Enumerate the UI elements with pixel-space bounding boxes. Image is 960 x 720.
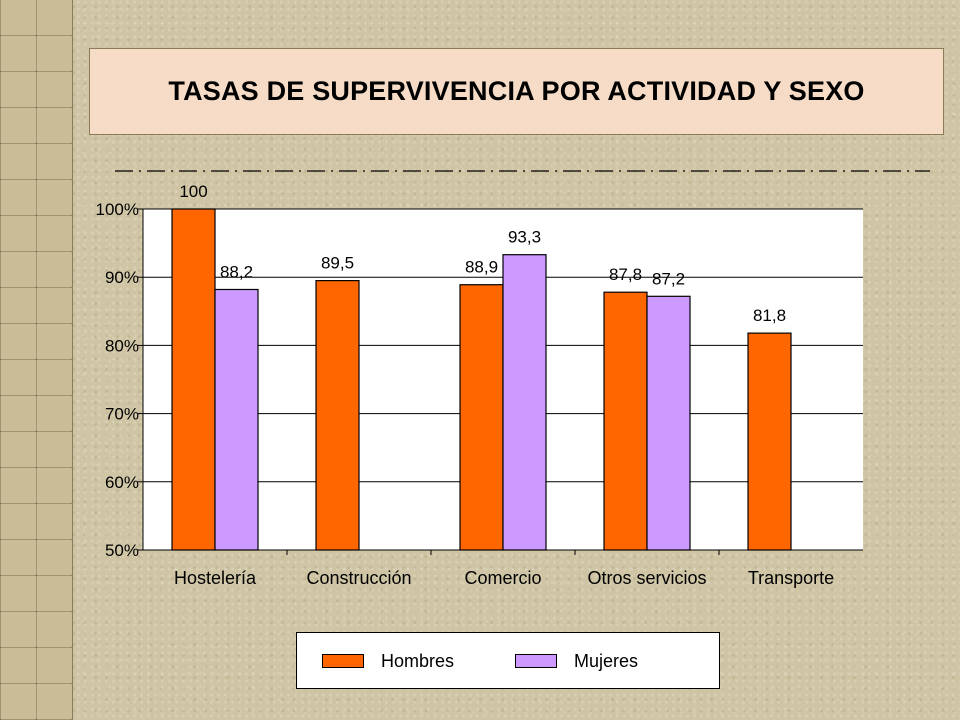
chart-title: TASAS DE SUPERVIVENCIA POR ACTIVIDAD Y S… [168,76,865,106]
bar-mujeres [502,254,547,551]
legend-item-hombres: Hombres [322,650,455,671]
data-label: 87,8 [609,265,642,284]
data-label: 88,9 [465,258,498,277]
title-box: TASAS DE SUPERVIVENCIA POR ACTIVIDAD Y S… [89,48,944,135]
y-tick-label: 80% [105,336,139,355]
bar-hombres [171,208,216,551]
y-tick-label: 60% [105,473,139,492]
bar-hombres [747,332,792,551]
legend-swatch-hombres [322,654,364,668]
axes [138,208,863,555]
x-tick-label: Comercio [464,568,541,588]
y-tick-label: 70% [105,405,139,424]
bar-hombres [315,280,360,551]
bar-mujeres [214,288,259,551]
data-label: 87,2 [652,269,685,288]
y-tick-label: 100% [96,200,139,219]
y-tick-label: 50% [105,541,139,560]
bar-hombres [459,284,504,551]
x-tick-label: Construcción [306,568,411,588]
legend-label-mujeres: Mujeres [574,650,639,671]
labels: 50% 60% 70% 80% 90% 100% Hostelería 100 88,2 Cons… [96,182,835,588]
y-tick-label: 90% [105,268,139,287]
legend-item-mujeres: Mujeres [515,650,639,671]
x-tick-label: Otros servicios [587,568,706,588]
data-label: 88,2 [220,262,253,281]
data-label: 89,5 [321,254,354,273]
x-tick-label: Transporte [748,568,834,588]
data-label: 81,8 [753,306,786,325]
legend: Hombres Mujeres [296,632,720,689]
legend-label-hombres: Hombres [381,650,455,671]
decorative-left-strip [0,0,73,720]
bars [171,208,792,551]
legend-swatch-mujeres [515,654,557,668]
data-label: 93,3 [508,228,541,247]
bar-hombres [603,291,648,551]
bar-mujeres [646,295,691,551]
x-tick-label: Hostelería [174,568,257,588]
data-label: 100 [179,182,207,201]
